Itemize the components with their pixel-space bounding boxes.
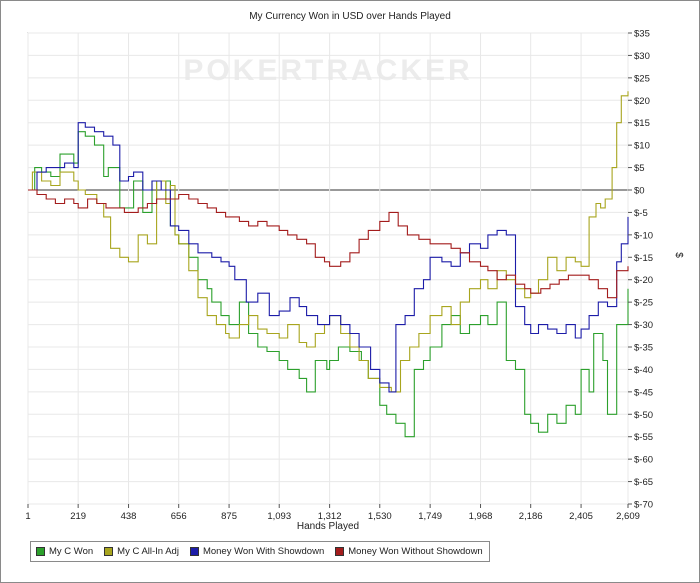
legend-swatch xyxy=(335,547,345,556)
x-tick-label: 656 xyxy=(171,511,187,522)
y-tick-label: $-60 xyxy=(634,455,653,466)
y-tick-label: $30 xyxy=(634,51,650,62)
y-tick-label: $-65 xyxy=(634,477,653,488)
y-tick-label: $0 xyxy=(634,186,645,197)
legend-item-my-c-all-in-adj: My C All-In Adj xyxy=(104,546,179,557)
y-tick-label: $-40 xyxy=(634,365,653,376)
y-tick-label: $35 xyxy=(634,29,650,40)
y-tick-label: $-10 xyxy=(634,230,653,241)
y-tick-label: $-35 xyxy=(634,343,653,354)
series-line-my-c-won xyxy=(28,131,629,438)
series-lines xyxy=(28,91,629,438)
legend-item-money-won-without-showdown: Money Won Without Showdown xyxy=(335,546,483,557)
y-tick-label: $-50 xyxy=(634,410,653,421)
legend-label: Money Won With Showdown xyxy=(202,546,325,557)
x-tick-label: 2,186 xyxy=(519,511,543,522)
series-line-money-won-with-showdown xyxy=(28,122,629,393)
y-tick-label: $-70 xyxy=(634,500,653,511)
legend-item-money-won-with-showdown: Money Won With Showdown xyxy=(189,546,325,557)
legend-item-my-c-won: My C Won xyxy=(36,546,93,557)
x-tick-label: 2,405 xyxy=(569,511,593,522)
x-tick-label: 1 xyxy=(25,511,30,522)
legend-label: Money Won Without Showdown xyxy=(348,546,483,557)
y-tick-label: $5 xyxy=(634,163,645,174)
legend-label: My C All-In Adj xyxy=(117,546,179,557)
y-tick-label: $-55 xyxy=(634,432,653,443)
y-axis-title: $ xyxy=(673,252,684,258)
chart-title: My Currency Won in USD over Hands Played xyxy=(249,11,451,22)
legend-swatch xyxy=(104,547,114,556)
y-tick-label: $-15 xyxy=(634,253,653,264)
y-tick-label: $10 xyxy=(634,141,650,152)
x-tick-label: 2,609 xyxy=(616,511,640,522)
y-tick-label: $-20 xyxy=(634,275,653,286)
x-tick-label: 875 xyxy=(221,511,237,522)
y-tick-label: $-30 xyxy=(634,320,653,331)
plot-area xyxy=(27,32,629,505)
x-tick-label: 1,530 xyxy=(368,511,392,522)
x-axis-title: Hands Played xyxy=(297,521,359,532)
y-tick-label: $15 xyxy=(634,118,650,129)
x-tick-label: 219 xyxy=(70,511,86,522)
legend-label: My C Won xyxy=(49,546,94,557)
legend-swatch xyxy=(189,547,199,556)
y-tick-label: $-5 xyxy=(634,208,648,219)
x-tick-label: 1,968 xyxy=(469,511,493,522)
x-axis-ticks: 1 219 438 656 875 1,093 1,312 1,530 1,749 1,968 2,… xyxy=(25,504,640,522)
y-tick-label: $20 xyxy=(634,96,650,107)
x-tick-label: 438 xyxy=(121,511,137,522)
y-axis-ticks: $35 $30 $25 $20 $15 $10 $5 $0 $-5 $-10 $-15 $-20 $-2… xyxy=(628,29,653,511)
x-tick-label: 1,749 xyxy=(418,511,442,522)
gridlines xyxy=(27,32,629,505)
series-line-money-won-without-showdown xyxy=(28,189,629,299)
y-tick-label: $-25 xyxy=(634,298,653,309)
y-tick-label: $25 xyxy=(634,73,650,84)
y-tick-label: $-45 xyxy=(634,387,653,398)
legend-swatch xyxy=(36,547,45,556)
legend: My C Won My C All-In Adj Money Won With Sh… xyxy=(30,541,490,562)
watermark: POKERTRACKER xyxy=(183,54,472,87)
x-tick-label: 1,093 xyxy=(267,511,291,522)
x-tick-label: 1,312 xyxy=(318,511,342,522)
